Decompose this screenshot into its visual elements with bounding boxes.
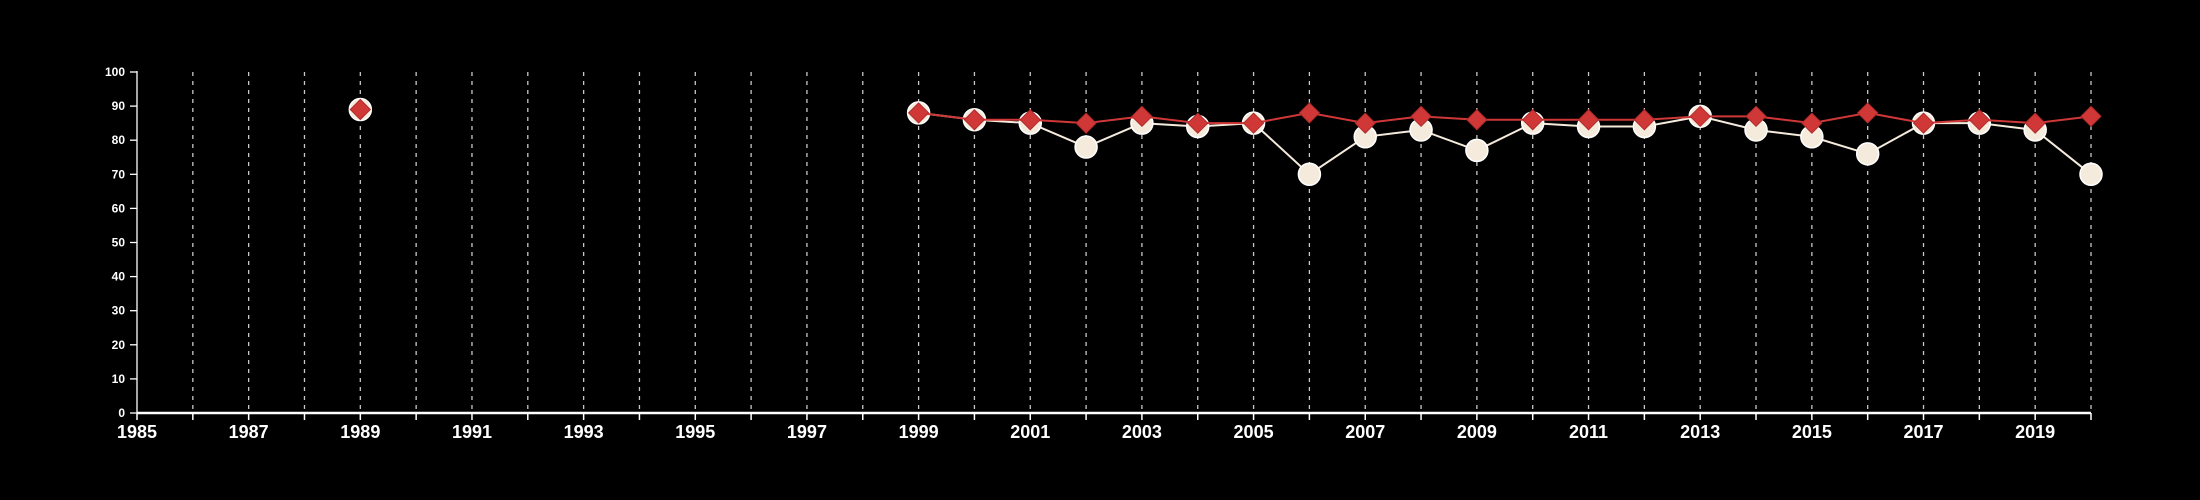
data-point-circle <box>1297 162 1322 187</box>
series-line <box>918 111 2092 125</box>
data-point-diamond <box>1242 112 1265 134</box>
x-tick-label: 1991 <box>452 422 492 442</box>
x-tick-label: 1989 <box>340 422 380 442</box>
data-point-diamond <box>1354 112 1376 134</box>
y-tick-label: 30 <box>112 304 126 318</box>
y-tick-label: 70 <box>112 167 126 181</box>
data-point-diamond <box>1187 112 1209 134</box>
data-point-diamond <box>1577 109 1600 131</box>
data-point-diamond <box>1633 109 1656 131</box>
x-tick-label: 2017 <box>1903 422 1943 442</box>
x-tick-label: 2005 <box>1234 422 1274 442</box>
data-point-diamond <box>1019 109 1041 131</box>
series-diamond <box>349 98 2102 134</box>
data-point-diamond <box>1466 109 1488 131</box>
data-point-diamond <box>2080 105 2102 128</box>
x-tick-label: 2019 <box>2015 422 2055 442</box>
data-point-diamond <box>963 109 986 131</box>
x-tick-label: 2013 <box>1680 422 1720 442</box>
data-point-diamond <box>1968 109 1991 131</box>
y-tick-label: 90 <box>112 99 126 113</box>
data-point-circle <box>2079 162 2103 187</box>
x-tick-label: 2003 <box>1122 422 1162 442</box>
data-point-diamond <box>1298 102 1321 124</box>
y-tick-label: 0 <box>118 406 125 420</box>
data-point-circle <box>1465 138 1489 163</box>
x-tick-label: 1985 <box>117 422 157 442</box>
x-tick-label: 1995 <box>675 422 715 442</box>
data-point-circle <box>1074 135 1098 159</box>
x-tick-label: 1997 <box>787 422 827 442</box>
y-tick-label: 10 <box>112 372 126 386</box>
data-point-diamond <box>1689 105 1711 128</box>
y-tick-label: 50 <box>112 236 126 250</box>
data-point-diamond <box>349 98 372 121</box>
y-tick-label: 20 <box>112 338 126 352</box>
y-tick-label: 60 <box>112 201 126 215</box>
x-tick-label: 2001 <box>1010 422 1050 442</box>
x-tick-label: 2011 <box>1569 422 1608 442</box>
data-point-diamond <box>1912 112 1935 134</box>
data-point-diamond <box>1410 105 1432 128</box>
axis-layer: 0 10 20 30 40 50 60 70 80 90 100 1985 1987 1989 1991 19… <box>105 65 2092 442</box>
x-tick-label: 2009 <box>1457 422 1497 442</box>
y-tick-label: 40 <box>112 270 126 284</box>
x-tick-label: 1999 <box>899 422 939 442</box>
y-tick-label: 100 <box>105 65 125 79</box>
data-point-diamond <box>1075 112 1097 134</box>
x-tick-label: 1987 <box>229 422 269 442</box>
x-tick-label: 2015 <box>1792 422 1832 442</box>
y-tick-label: 80 <box>112 133 126 147</box>
data-point-circle <box>1855 142 1880 166</box>
data-point-diamond <box>1856 102 1879 124</box>
data-point-diamond <box>2024 112 2046 134</box>
data-point-diamond <box>1801 112 1823 134</box>
data-point-diamond <box>907 102 930 124</box>
x-tick-label: 2007 <box>1345 422 1385 442</box>
data-point-diamond <box>1522 109 1544 131</box>
data-point-diamond <box>1131 105 1153 128</box>
series-line <box>918 111 2092 176</box>
series-circle <box>348 97 2103 187</box>
data-point-diamond <box>1745 105 1767 128</box>
x-tick-label: 1993 <box>564 422 604 442</box>
series-layer <box>348 97 2103 187</box>
